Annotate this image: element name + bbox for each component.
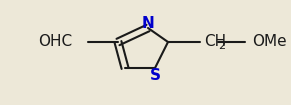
Text: CH: CH bbox=[204, 35, 226, 49]
Text: N: N bbox=[142, 16, 154, 32]
Text: OHC: OHC bbox=[38, 35, 72, 49]
Text: 2: 2 bbox=[218, 41, 225, 51]
Text: S: S bbox=[150, 68, 161, 83]
Text: OMe: OMe bbox=[252, 35, 287, 49]
